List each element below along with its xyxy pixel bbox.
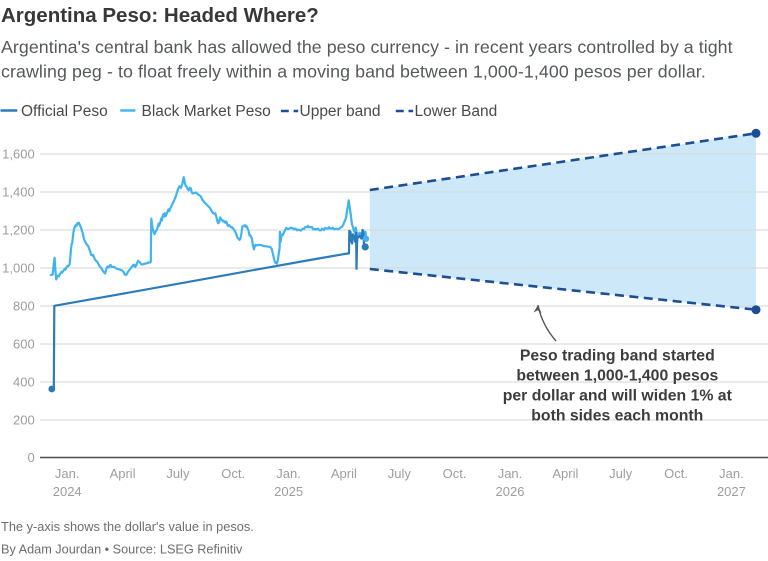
- svg-text:July: July: [388, 466, 412, 481]
- svg-text:By Adam Jourdan • Source: LSEG: By Adam Jourdan • Source: LSEG Refinitiv: [1, 543, 243, 557]
- svg-text:Official Peso: Official Peso: [21, 103, 108, 120]
- svg-text:Black Market Peso: Black Market Peso: [142, 103, 271, 120]
- svg-text:July: July: [166, 466, 190, 481]
- svg-text:1,000: 1,000: [2, 261, 35, 276]
- svg-text:200: 200: [13, 413, 35, 428]
- svg-text:Oct.: Oct.: [221, 466, 245, 481]
- svg-text:Lower Band: Lower Band: [415, 103, 498, 120]
- svg-text:Oct.: Oct.: [664, 466, 688, 481]
- svg-text:2025: 2025: [274, 484, 303, 499]
- svg-text:1,600: 1,600: [2, 147, 35, 162]
- svg-text:400: 400: [13, 375, 35, 390]
- svg-text:600: 600: [13, 337, 35, 352]
- svg-text:crawling peg - to float freely: crawling peg - to float freely within a …: [1, 62, 706, 82]
- svg-text:Jan.: Jan.: [55, 466, 80, 481]
- svg-text:2026: 2026: [496, 484, 525, 499]
- svg-text:Jan.: Jan.: [498, 466, 523, 481]
- svg-text:April: April: [110, 466, 136, 481]
- svg-text:800: 800: [13, 299, 35, 314]
- svg-text:between 1,000-1,400 pesos: between 1,000-1,400 pesos: [516, 368, 718, 385]
- svg-text:Oct.: Oct.: [443, 466, 467, 481]
- svg-text:April: April: [552, 466, 578, 481]
- svg-text:per dollar and will widen 1% a: per dollar and will widen 1% at: [503, 388, 733, 405]
- svg-text:both sides each month: both sides each month: [531, 408, 703, 425]
- svg-text:Argentina Peso: Headed Where?: Argentina Peso: Headed Where?: [1, 4, 319, 27]
- svg-text:Jan.: Jan.: [276, 466, 301, 481]
- svg-text:Argentina's central bank has a: Argentina's central bank has allowed the…: [1, 37, 733, 57]
- svg-text:2024: 2024: [53, 484, 82, 499]
- svg-text:0: 0: [27, 450, 34, 465]
- svg-text:1,200: 1,200: [2, 223, 35, 238]
- svg-text:April: April: [331, 466, 357, 481]
- svg-text:Jan.: Jan.: [719, 466, 744, 481]
- svg-text:Peso trading band started: Peso trading band started: [520, 348, 715, 365]
- svg-text:Upper band: Upper band: [300, 103, 381, 120]
- svg-text:July: July: [609, 466, 633, 481]
- svg-text:2027: 2027: [717, 484, 746, 499]
- svg-text:1,400: 1,400: [2, 185, 35, 200]
- svg-text:The y-axis shows the dollar's: The y-axis shows the dollar's value in p…: [1, 519, 254, 534]
